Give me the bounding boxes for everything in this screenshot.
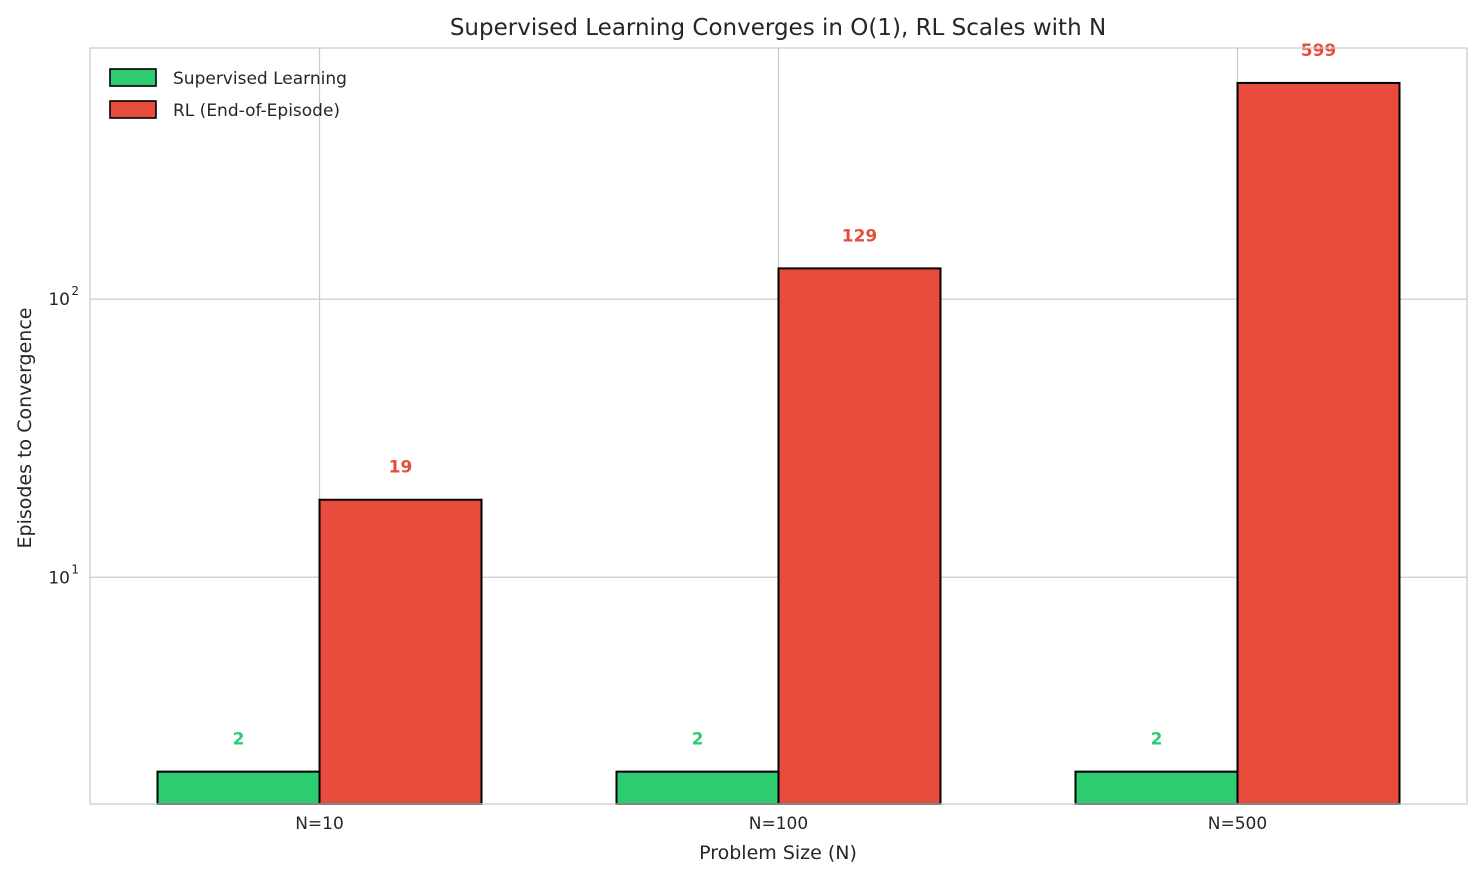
y-axis-label: Episodes to Convergence bbox=[14, 308, 36, 549]
bar bbox=[615, 770, 780, 806]
bar-value-label: 599 bbox=[1301, 41, 1337, 61]
bar-value-label: 2 bbox=[233, 730, 245, 750]
x-axis-label: Problem Size (N) bbox=[699, 842, 857, 864]
bar bbox=[318, 498, 483, 805]
bar-value-label: 2 bbox=[1151, 730, 1163, 750]
bar-labels: 2 2 2 19 129 599 bbox=[233, 41, 1337, 750]
y-tick-exponent: 2 bbox=[71, 284, 79, 298]
y-tick-label: 10 bbox=[48, 568, 70, 588]
legend-swatch-rl bbox=[109, 100, 157, 119]
legend-swatch-supervised bbox=[109, 68, 157, 87]
bar bbox=[1236, 81, 1401, 805]
legend-item-supervised: Supervised Learning bbox=[109, 68, 347, 89]
legend-item-rl: RL (End-of-Episode) bbox=[109, 100, 340, 121]
bar-value-label: 2 bbox=[692, 730, 704, 750]
x-tick-label: N=10 bbox=[295, 814, 344, 834]
plot-frame bbox=[89, 47, 1468, 805]
y-tick-exponent: 1 bbox=[71, 562, 79, 576]
legend: Supervised Learning RL (End-of-Episode) bbox=[109, 68, 347, 121]
bar-value-label: 19 bbox=[389, 458, 413, 478]
bar bbox=[156, 770, 321, 806]
legend-label-rl: RL (End-of-Episode) bbox=[173, 101, 340, 121]
chart-title: Supervised Learning Converges in O(1), R… bbox=[450, 15, 1106, 41]
bar bbox=[1074, 770, 1239, 806]
x-tick-label: N=100 bbox=[749, 814, 808, 834]
bar bbox=[777, 267, 942, 806]
x-tick-label: N=500 bbox=[1208, 814, 1267, 834]
bar-value-label: 129 bbox=[842, 226, 878, 246]
legend-label-supervised: Supervised Learning bbox=[173, 69, 347, 89]
x-tick-labels: N=10 N=100 N=500 bbox=[295, 814, 1267, 834]
y-tick-label: 10 bbox=[48, 290, 70, 310]
bars bbox=[156, 81, 1401, 806]
